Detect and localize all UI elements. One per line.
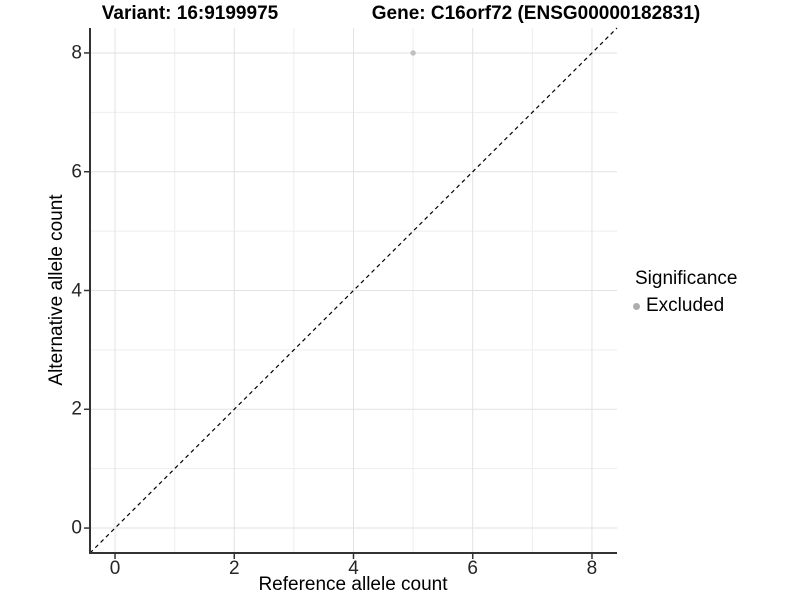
y-tick-label: 8 — [71, 42, 82, 64]
y-tick-label: 0 — [71, 517, 82, 539]
y-tick-label: 2 — [71, 398, 82, 420]
x-tick-label: 8 — [586, 558, 598, 579]
x-axis-title: Reference allele count — [258, 574, 448, 595]
identity-dashed-line — [89, 27, 618, 554]
legend-items: Excluded — [633, 295, 737, 317]
legend-title: Significance — [635, 268, 738, 289]
plot-title-variant: Variant: 16:9199975 — [101, 3, 279, 24]
x-tick-label: 6 — [467, 558, 479, 579]
legend-key-dot-icon — [633, 302, 640, 310]
x-tick-label: 0 — [109, 558, 121, 579]
y-tick-label: 6 — [71, 161, 82, 183]
x-tick-label: 4 — [348, 558, 359, 579]
data-point-excluded — [410, 50, 416, 56]
legend-item: Excluded — [633, 295, 737, 317]
y-axis-title: Alternative allele count — [46, 194, 67, 386]
legend-item-label: Excluded — [646, 295, 725, 316]
x-tick-label: 2 — [228, 558, 240, 579]
plot-title-gene: Gene: C16orf72 (ENSG00000182831) — [371, 3, 701, 24]
y-tick-label: 4 — [71, 280, 82, 301]
legend: Significance Excluded — [633, 268, 737, 317]
